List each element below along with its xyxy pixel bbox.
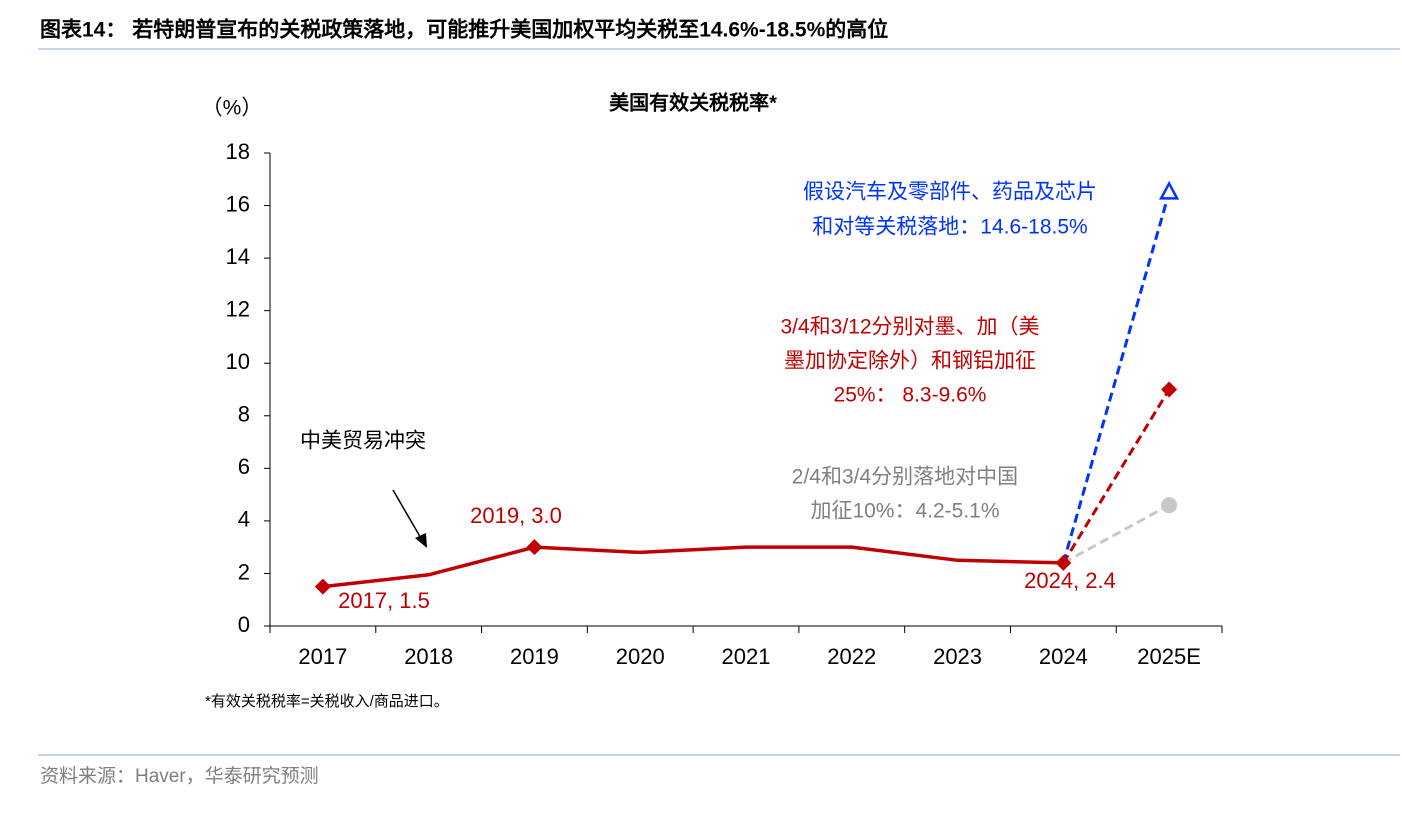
marker (1161, 381, 1178, 398)
annotation: 3/4和3/12分别对墨、加（美 (780, 316, 1039, 339)
annotation: 墨加协定除外）和钢铝加征 (784, 350, 1036, 373)
y-tick-label: 10 (226, 349, 250, 374)
x-tick-label: 2025E (1137, 644, 1201, 669)
x-tick-label: 2022 (827, 644, 876, 669)
annotation: 和对等关税落地：14.6-18.5% (812, 216, 1087, 239)
y-tick-label: 0 (238, 612, 250, 637)
y-tick-label: 14 (226, 244, 250, 269)
y-tick-label: 6 (238, 454, 250, 479)
x-tick-label: 2024 (1039, 644, 1088, 669)
footnote: *有效关税税率=关税收入/商品进口。 (205, 693, 449, 710)
data-label: 2017, 1.5 (338, 588, 430, 613)
line (1061, 192, 1171, 564)
x-tick-label: 2018 (404, 644, 453, 669)
marker (1161, 497, 1178, 514)
y-tick-label: 16 (226, 191, 250, 216)
annotation: 中美贸易冲突 (300, 430, 426, 453)
annotation: 假设汽车及零部件、药品及芯片 (803, 181, 1097, 204)
data-label: 2024, 2.4 (1024, 568, 1116, 593)
arrow (392, 489, 423, 541)
y-tick-label: 2 (238, 559, 250, 584)
line (1062, 503, 1170, 565)
x-tick-label: 2023 (933, 644, 982, 669)
marker (314, 578, 331, 595)
page-title: 图表14： 若特朗普宣布的关税政策落地，可能推升美国加权平均关税至14.6%-1… (40, 18, 888, 42)
x-tick-label: 2017 (298, 644, 347, 669)
x-tick-label: 2020 (616, 644, 665, 669)
x-tick-label: 2019 (510, 644, 559, 669)
x-tick-label: 2021 (722, 644, 771, 669)
data-label: 2019, 3.0 (470, 503, 562, 528)
annotation: 25%： 8.3-9.6% (834, 384, 987, 407)
y-tick-label: 8 (238, 402, 250, 427)
source: 资料来源：Haver，华泰研究预测 (40, 765, 319, 787)
arrow-head (415, 533, 427, 548)
annotation: 2/4和3/4分别落地对中国 (792, 466, 1018, 489)
chart-title: 美国有效关税税率* (609, 90, 777, 114)
marker (1055, 554, 1072, 571)
line (1062, 388, 1171, 564)
y-tick-label: 4 (238, 507, 250, 532)
line (322, 545, 1064, 589)
marker (1159, 180, 1180, 200)
annotation: 加征10%：4.2-5.1% (810, 500, 999, 523)
y-tick-label: 18 (226, 139, 250, 164)
y-unit: （%） (202, 97, 263, 120)
y-tick-label: 12 (226, 296, 250, 321)
marker (526, 539, 543, 556)
